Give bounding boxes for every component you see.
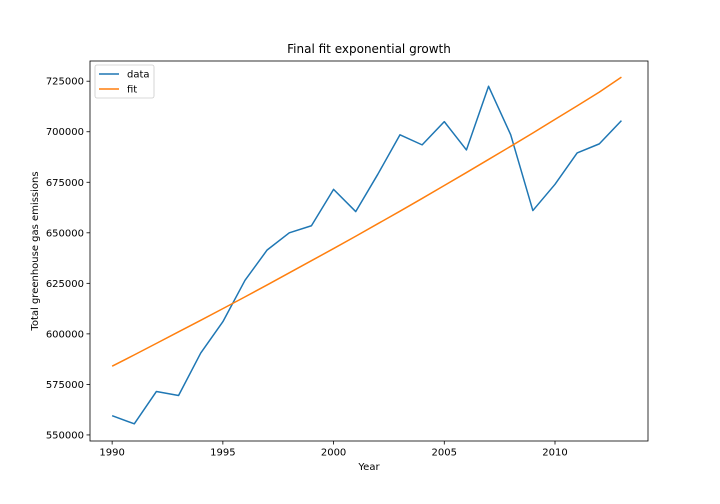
y-tick-label: 550000 [46,430,84,441]
x-tick-label: 2000 [321,448,346,459]
y-tick-label: 600000 [46,329,84,340]
y-axis-ticks: 550000 575000 600000 625000 650000 675000 7000… [46,77,90,441]
series-layer [111,76,622,425]
x-tick-label: 1995 [210,448,235,459]
plot-area-frame [89,60,649,442]
y-axis-label: Total greenhouse gas emissions [30,171,41,331]
series-line-fit [111,76,622,367]
y-tick-label: 650000 [46,228,84,239]
y-tick-label: 725000 [46,77,84,88]
x-axis-label: Year [357,462,380,473]
y-tick-label: 575000 [46,380,84,391]
y-tick-label: 675000 [46,178,84,189]
x-tick-label: 2010 [542,448,567,459]
chart-title: Final fit exponential growth [287,42,451,56]
legend: data fit [94,64,155,99]
y-tick-label: 625000 [46,279,84,290]
x-tick-label: 2005 [432,448,457,459]
legend-label-data: data [127,70,150,81]
x-axis-ticks: 1990 1995 2000 2005 2010 [99,441,568,459]
x-tick-label: 1990 [99,448,124,459]
y-tick-label: 700000 [46,127,84,138]
series-line-data [111,85,622,425]
legend-label-fit: fit [127,85,137,96]
